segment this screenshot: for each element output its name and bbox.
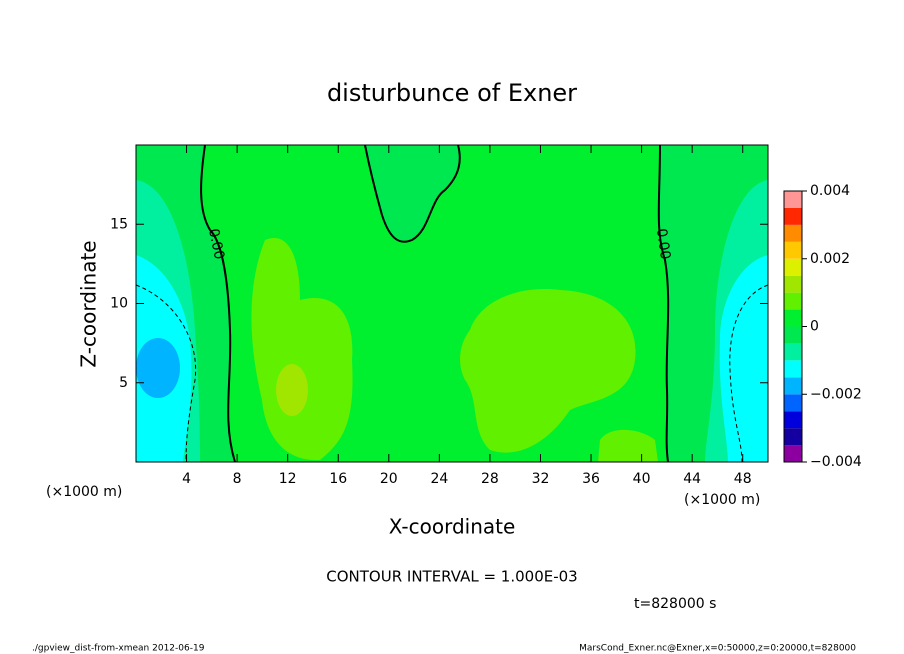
x-tick-label: 12 bbox=[279, 471, 297, 487]
region bbox=[598, 429, 658, 462]
contour-line bbox=[200, 144, 236, 463]
colorbar-tick-label: −0.002 bbox=[810, 386, 862, 402]
colorbar-band bbox=[784, 191, 802, 208]
x-axis-label: X-coordinate bbox=[389, 515, 516, 539]
x-tick-label: 8 bbox=[233, 471, 242, 487]
contour-line bbox=[364, 144, 461, 243]
contour-label: 0.00 bbox=[205, 227, 227, 261]
footer-right: MarsCond_Exner.nc@Exner,x=0:50000,z=0:20… bbox=[579, 644, 856, 654]
x-tick-label: 32 bbox=[532, 471, 550, 487]
colorbar-band bbox=[784, 241, 802, 259]
contour-line bbox=[657, 144, 670, 463]
colorbar-band bbox=[784, 309, 802, 327]
footer-left: ./gpview_dist-from-xmean 2012-06-19 bbox=[32, 644, 205, 654]
x-tick-label: 16 bbox=[329, 471, 347, 487]
colorbar-band bbox=[784, 428, 802, 446]
y-tick-label: 15 bbox=[110, 216, 128, 232]
colorbar-band bbox=[784, 377, 802, 395]
contour-label: 0.00 bbox=[653, 227, 673, 260]
region bbox=[365, 145, 460, 242]
contour-line bbox=[135, 284, 197, 463]
x-tick-label: 48 bbox=[734, 471, 752, 487]
x-tick-label: 28 bbox=[481, 471, 499, 487]
contour-field bbox=[136, 145, 768, 462]
colorbar-band bbox=[784, 275, 802, 293]
region bbox=[719, 255, 768, 462]
colorbar-tick-label: 0 bbox=[810, 319, 819, 335]
x-tick-label: 44 bbox=[683, 471, 701, 487]
region bbox=[251, 238, 353, 461]
y-axis-label: Z-coordinate bbox=[77, 240, 101, 367]
chart-title: disturbunce of Exner bbox=[327, 79, 577, 107]
contour-line bbox=[729, 284, 769, 463]
x-tick-label: 24 bbox=[430, 471, 448, 487]
y-tick-label: 10 bbox=[110, 296, 128, 312]
colorbar-band bbox=[784, 292, 802, 310]
region bbox=[136, 338, 180, 398]
colorbar-band bbox=[784, 326, 802, 344]
colorbar-band bbox=[784, 224, 802, 242]
x-tick-label: 36 bbox=[582, 471, 600, 487]
x-tick-label: 40 bbox=[633, 471, 651, 487]
y-tick-label: 5 bbox=[119, 375, 128, 391]
colorbar-band bbox=[784, 360, 802, 378]
colorbar-band bbox=[784, 411, 802, 429]
x-tick-label: 4 bbox=[182, 471, 191, 487]
time-label: t=828000 s bbox=[634, 596, 716, 612]
colorbar-band bbox=[784, 207, 802, 225]
colorbar-band bbox=[784, 445, 802, 462]
x-tick-label: 20 bbox=[380, 471, 398, 487]
region bbox=[276, 364, 308, 416]
colorbar-band bbox=[784, 394, 802, 412]
colorbar-band bbox=[784, 343, 802, 361]
x-unit-label: (×1000 m) bbox=[46, 484, 122, 500]
region bbox=[460, 289, 636, 453]
contour-interval: CONTOUR INTERVAL = 1.000E-03 bbox=[326, 568, 577, 586]
colorbar-band bbox=[784, 258, 802, 276]
colorbar-tick-label: 0.002 bbox=[810, 251, 850, 267]
colorbar-tick-label: −0.004 bbox=[810, 454, 862, 470]
x-unit-label: (×1000 m) bbox=[684, 492, 760, 508]
colorbar-tick-label: 0.004 bbox=[810, 183, 850, 199]
